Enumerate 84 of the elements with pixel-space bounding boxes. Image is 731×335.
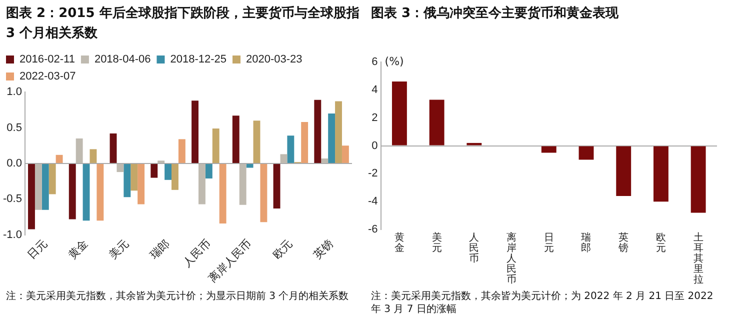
bar <box>212 128 220 163</box>
y-tick-label: 2 <box>372 112 378 124</box>
bar <box>429 100 444 146</box>
y-tick-label: 0 <box>372 140 378 152</box>
bar <box>328 113 336 163</box>
x-tick-label: 日元 <box>26 238 50 262</box>
x-tick-label: 美元 <box>106 237 132 262</box>
bar <box>164 164 172 180</box>
x-tick-label: 瑞郎 <box>581 232 592 254</box>
legend-label: 2018-12-25 <box>170 54 226 66</box>
bar <box>653 146 668 202</box>
y-tick-label: -2 <box>368 168 378 180</box>
bar <box>253 120 260 163</box>
bar <box>76 138 83 163</box>
bar <box>42 164 49 210</box>
bar <box>219 164 226 224</box>
bar <box>342 146 349 163</box>
y-tick-label: -4 <box>368 196 378 208</box>
bar <box>82 164 90 221</box>
bar <box>192 100 198 163</box>
chart-title: 图表 3：俄乌冲突至今主要货币和黄金表现 <box>370 4 620 23</box>
text: 注：美元采用美元指数，其余皆为美元计价；为 2022 年 2 月 21 日至 2022 年 3 月 7 日的涨幅 <box>370 290 714 317</box>
x-tick-label: 英镑 <box>618 232 629 254</box>
bar <box>314 100 322 163</box>
y-axis-title: (%) <box>384 54 404 68</box>
legend-label: 2018-04-06 <box>94 54 151 66</box>
bar <box>392 82 407 146</box>
bar <box>335 101 342 163</box>
y-tick-label: -0.5 <box>2 193 22 206</box>
bar <box>96 164 104 221</box>
bar <box>287 136 294 163</box>
y-tick-label: 4 <box>372 84 378 96</box>
x-tick-label: 瑞郎 <box>148 237 172 262</box>
bar <box>690 146 706 213</box>
y-tick-label: 0.0 <box>6 158 22 170</box>
bar <box>48 164 56 194</box>
bar <box>232 116 240 163</box>
bar <box>130 164 138 191</box>
x-tick-label: 英镑 <box>311 237 336 262</box>
bar <box>205 164 212 178</box>
bar <box>578 146 594 160</box>
bar <box>28 164 35 230</box>
bar <box>239 164 246 205</box>
legend-label: 2022-03-07 <box>20 70 76 83</box>
x-tick-label: 人民币 <box>469 232 480 264</box>
bar <box>116 164 124 172</box>
legend-label: 2016-02-11 <box>20 54 75 66</box>
bar <box>541 146 556 153</box>
bar <box>301 122 308 163</box>
legend-label: 2020-03-23 <box>246 54 302 66</box>
y-tick-label: 0.5 <box>6 122 22 134</box>
x-tick-label: 黄金 <box>394 232 404 254</box>
bar <box>172 164 178 190</box>
bar <box>68 164 76 220</box>
x-tick-label: 土耳其里拉 <box>693 232 704 286</box>
chart-title: 图表 2：2015 年后全球股指下跌阶段，主要货币与全球股指 3 个月相关系数 <box>5 4 360 43</box>
bar <box>198 164 206 204</box>
bar <box>90 149 97 163</box>
bar <box>246 164 254 168</box>
x-tick-label: 人民币 <box>180 237 214 270</box>
bar <box>56 154 63 163</box>
x-tick-label: 欧元 <box>656 232 666 254</box>
y-tick-label: -6 <box>368 224 378 236</box>
bar <box>280 154 288 163</box>
x-tick-label: 黄金 <box>66 237 91 262</box>
bar <box>138 164 145 204</box>
bar <box>124 164 131 198</box>
bar <box>616 146 632 196</box>
bar <box>178 139 186 163</box>
bar <box>260 164 268 222</box>
bar <box>34 164 42 210</box>
bar <box>273 164 280 208</box>
bar <box>466 142 482 146</box>
y-tick-label: 6 <box>372 56 378 68</box>
x-tick-label: 欧元 <box>270 238 295 262</box>
y-tick-label: -1.0 <box>2 228 22 241</box>
x-tick-label: 美元 <box>432 232 442 254</box>
y-tick-label: 1.0 <box>6 86 22 98</box>
x-tick-label: 日元 <box>544 232 554 254</box>
bar <box>150 164 158 178</box>
x-tick-label: 离岸人民币 <box>506 232 517 286</box>
bar <box>321 158 328 163</box>
bar <box>110 133 117 163</box>
text: 注：美元采用美元指数，其余皆为美元计价；为显示日期前 3 个月的相关系数 <box>5 290 350 304</box>
